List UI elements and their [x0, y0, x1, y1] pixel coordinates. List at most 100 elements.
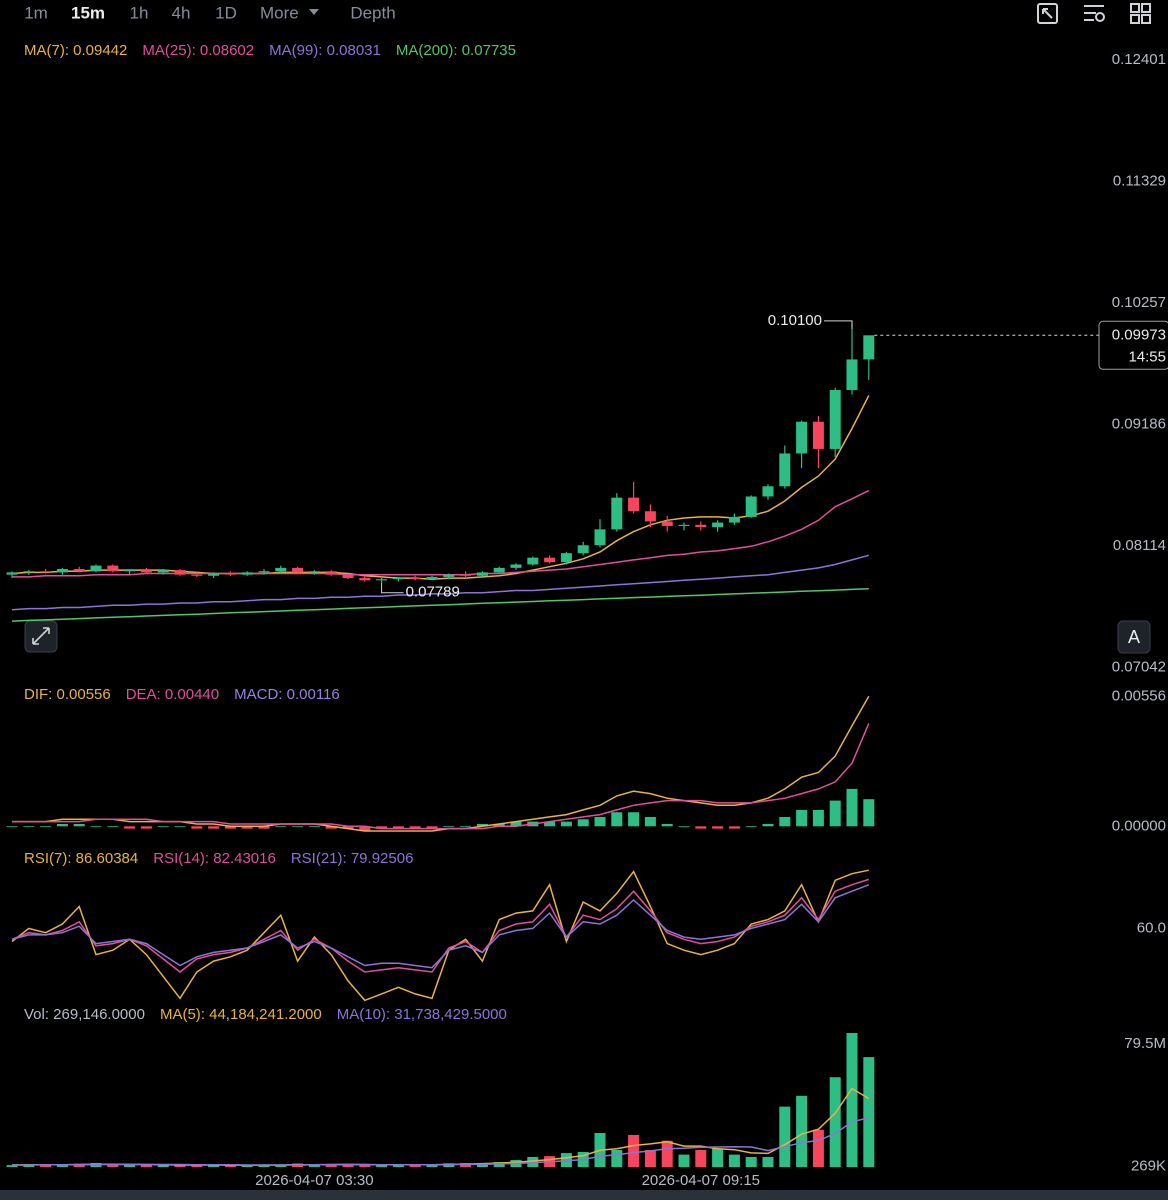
- volume-bar: [812, 1129, 824, 1167]
- legend-entry: DEA: 0.00440: [126, 686, 219, 703]
- volume-bar: [124, 1164, 136, 1167]
- panel-candlestick: 0.12401 0.11329 0.10257 0.09186 0.08114 0.070…: [6, 42, 1168, 675]
- y-tick-label: 0.09186: [1112, 415, 1166, 432]
- candle-body: [527, 557, 539, 565]
- macd-bar: [493, 823, 505, 827]
- candle-body: [644, 511, 656, 522]
- depth-tab[interactable]: Depth: [350, 3, 395, 22]
- candle-body: [779, 453, 791, 487]
- x-tick-label: 2026-04-07 09:15: [642, 1172, 760, 1189]
- volume-bar: [829, 1077, 841, 1167]
- volume-bar: [258, 1165, 270, 1167]
- auto-scale-button[interactable]: A: [1117, 620, 1151, 654]
- macd-bar: [40, 826, 52, 828]
- dropdown-arrow: [309, 9, 319, 15]
- timeframe[interactable]: 4h: [172, 3, 191, 22]
- legend-entry: Vol: 269,146.0000: [24, 1006, 145, 1023]
- y-tick-label: 0.00000: [1112, 817, 1166, 834]
- macd-bar: [90, 826, 102, 828]
- macd-bar: [779, 816, 791, 827]
- candle-body: [241, 572, 253, 575]
- macd-bar: [174, 826, 186, 828]
- candle-body: [678, 524, 690, 526]
- candle-body: [812, 421, 824, 449]
- candle-body: [325, 571, 337, 575]
- candle-body: [728, 516, 740, 523]
- low-label: 0.07789: [406, 584, 460, 601]
- macd-bar: [728, 826, 740, 829]
- macd-bar: [644, 816, 656, 827]
- volume-bar: [779, 1106, 791, 1167]
- macd-bar: [628, 812, 640, 827]
- macd-bar: [426, 826, 438, 829]
- candle-body: [174, 570, 186, 575]
- macd-bar: [560, 821, 572, 827]
- volume-bar: [174, 1165, 186, 1167]
- macd-bar: [712, 826, 724, 829]
- candle-body: [460, 574, 472, 576]
- volume-bar: [224, 1165, 236, 1167]
- volume-bar: [40, 1165, 52, 1167]
- x-tick-label: 2026-04-07 03:30: [255, 1172, 373, 1189]
- volume-bar: [409, 1164, 421, 1167]
- macd-bar: [611, 812, 623, 827]
- volume-bar: [56, 1164, 68, 1167]
- candle-body: [577, 545, 589, 554]
- candle-body: [594, 529, 606, 546]
- candle-body: [157, 570, 169, 573]
- timeframe[interactable]: 1h: [130, 3, 149, 22]
- more-menu[interactable]: More: [260, 3, 299, 22]
- macd-bar: [544, 821, 556, 827]
- high-marker: [824, 320, 853, 329]
- macd-bar: [56, 823, 68, 827]
- macd-bar: [476, 823, 488, 827]
- volume-bar: [628, 1134, 640, 1167]
- volume-bar: [308, 1164, 320, 1167]
- timeframe[interactable]: 1m: [24, 3, 48, 22]
- candle-body: [745, 496, 757, 517]
- volume-bar: [695, 1149, 707, 1167]
- candle-body: [863, 335, 875, 360]
- ma-line: [12, 1117, 869, 1166]
- macd-bar: [392, 826, 404, 829]
- toolbar-icons[interactable]: [1037, 3, 1151, 24]
- macd-bar: [812, 809, 824, 827]
- timeframe[interactable]: 15m: [71, 3, 105, 22]
- candle-body: [56, 568, 68, 573]
- y-tick-label: 0.00556: [1112, 687, 1166, 704]
- macd-bar: [23, 826, 35, 828]
- macd-bar: [829, 800, 841, 827]
- candle-body: [560, 553, 572, 563]
- candle-body: [443, 574, 455, 577]
- candle-body: [376, 579, 388, 581]
- macd-bar: [376, 826, 388, 829]
- last-price-label: 0.09973: [1112, 326, 1166, 343]
- volume-bar: [611, 1149, 623, 1167]
- high-label: 0.10100: [768, 312, 822, 329]
- macd-bar: [124, 826, 136, 829]
- macd-bar: [678, 826, 690, 828]
- ma-line: [11, 554, 869, 611]
- volume-bar: [359, 1164, 371, 1167]
- candle-body: [762, 486, 774, 497]
- panel-macd: 0.00556 0.00000 DIF: 0.00556 DEA: 0.00440 MA…: [6, 686, 1166, 834]
- last-price-box: [1098, 320, 1168, 370]
- macd-bar: [460, 826, 472, 828]
- timeframe[interactable]: 1D: [215, 3, 237, 22]
- macd-bar: [140, 826, 152, 829]
- volume-bar: [275, 1164, 287, 1167]
- expand-button[interactable]: [24, 620, 58, 653]
- volume-bar: [208, 1164, 220, 1167]
- ma-line: [12, 723, 870, 830]
- volume-bar: [392, 1165, 404, 1167]
- volume-bar: [728, 1154, 740, 1167]
- candle-body: [510, 564, 522, 568]
- y-tick-label: 60.0: [1137, 919, 1166, 936]
- legend-entry: RSI(21): 79.92506: [291, 850, 414, 867]
- auto-button-label[interactable]: A: [1128, 627, 1140, 647]
- volume-bar: [191, 1164, 203, 1167]
- legend-entry: MA(7): 0.09442: [24, 42, 127, 59]
- ma-line: [11, 588, 869, 622]
- ma-line: [11, 1087, 870, 1167]
